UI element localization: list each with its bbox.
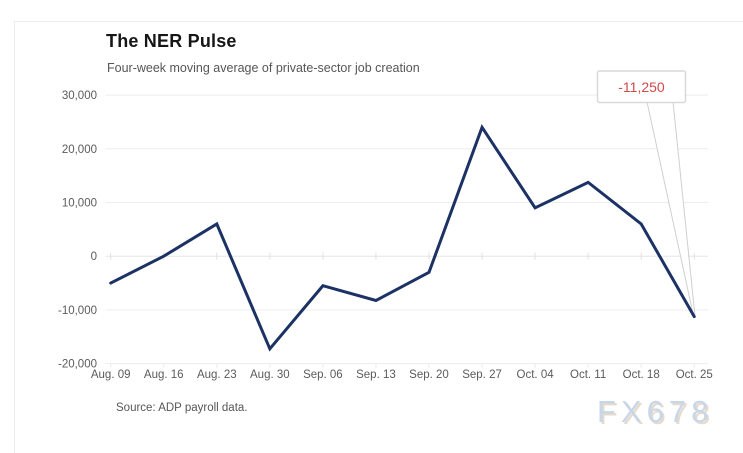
x-tick-label: Aug. 09 <box>91 369 131 381</box>
x-tick-label: Sep. 13 <box>356 369 396 381</box>
watermark-fx678: FX678 <box>597 394 714 429</box>
x-tick-label: Aug. 23 <box>197 369 237 381</box>
y-tick-label: -10,000 <box>58 305 97 317</box>
x-tick-label: Oct. 25 <box>676 369 713 381</box>
data-line <box>109 124 696 352</box>
x-tick-label: Sep. 06 <box>303 369 343 381</box>
y-tick-label: 30,000 <box>62 90 97 102</box>
x-tick-label: Sep. 20 <box>409 369 449 381</box>
y-tick-label: -20,000 <box>58 359 97 371</box>
callout-funnel-edge <box>646 101 695 317</box>
x-tick-label: Aug. 30 <box>250 369 290 381</box>
y-tick-label: 0 <box>91 251 97 263</box>
x-tick-label: Oct. 18 <box>623 369 660 381</box>
chart-subtitle: Four-week moving average of private-sect… <box>107 61 420 75</box>
chart-title: The NER Pulse <box>106 31 237 51</box>
callout-box <box>596 70 687 104</box>
x-tick-label: Oct. 11 <box>570 369 606 381</box>
callout-funnel-edge <box>672 101 696 317</box>
x-tick-label: Oct. 04 <box>517 369 555 381</box>
callout-value-label: -11,250 <box>618 79 665 95</box>
x-tick-label: Sep. 27 <box>462 369 502 381</box>
source-note: Source: ADP payroll data. <box>116 402 248 414</box>
y-tick-label: 10,000 <box>62 198 97 210</box>
x-tick-label: Aug. 16 <box>144 369 184 381</box>
y-tick-label: 20,000 <box>62 144 97 156</box>
